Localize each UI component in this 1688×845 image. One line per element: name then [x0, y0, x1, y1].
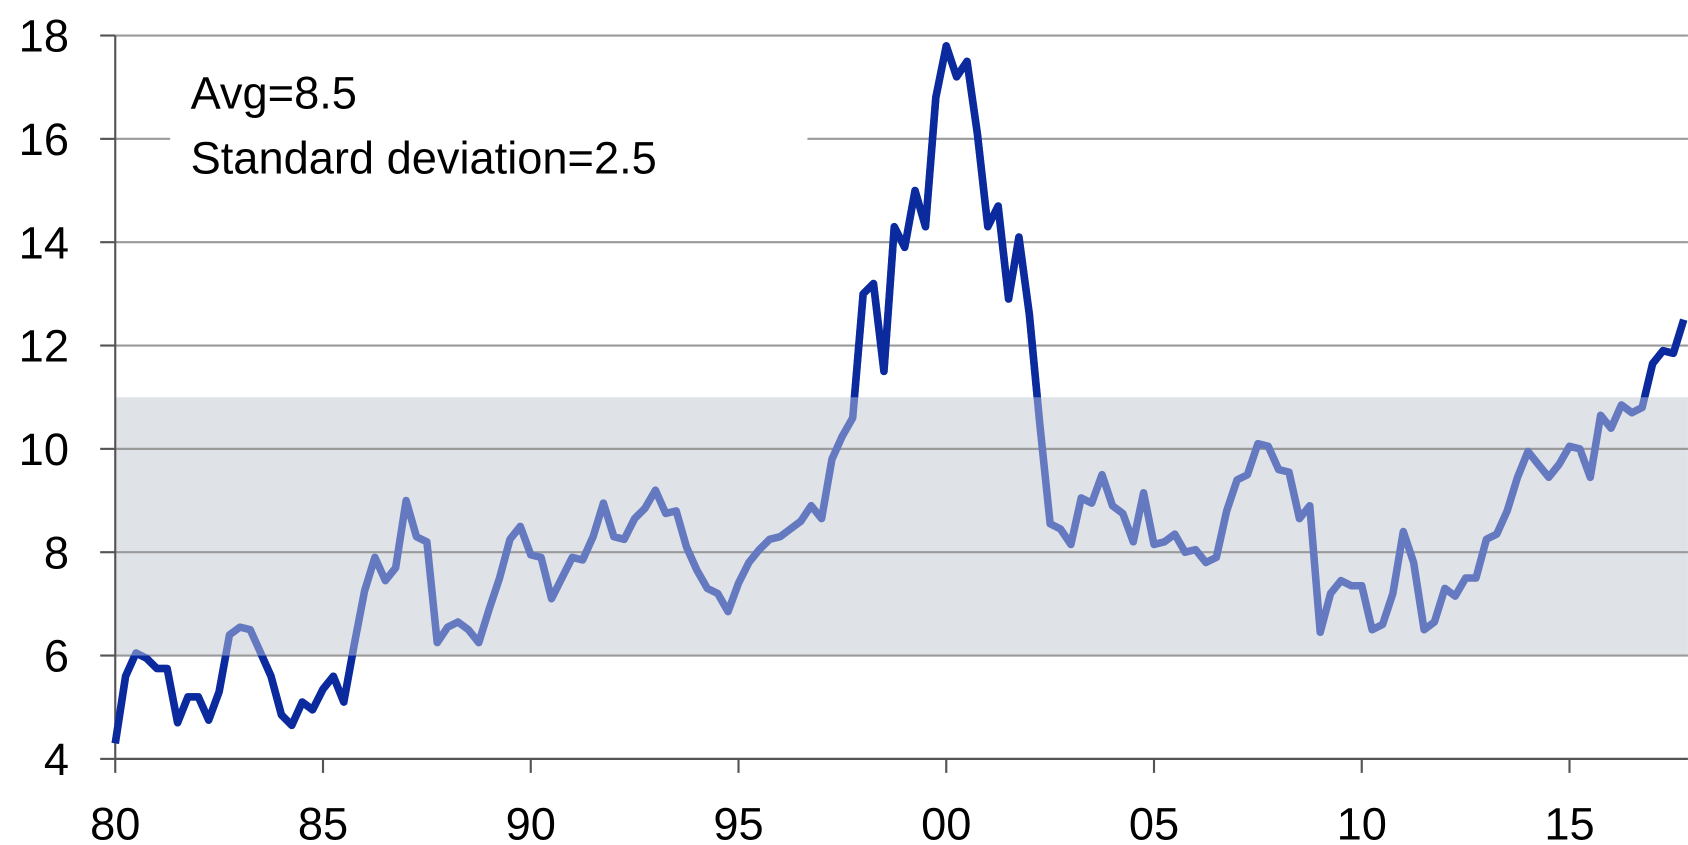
- y-tick-label: 4: [44, 734, 69, 785]
- annotation: Avg=8.5: [191, 68, 357, 119]
- x-tick-label: 90: [506, 799, 556, 845]
- y-tick-label: 12: [19, 321, 69, 372]
- y-tick-label: 6: [44, 631, 69, 682]
- x-tick-label: 15: [1544, 799, 1594, 845]
- x-tick-label: 85: [298, 799, 348, 845]
- y-tick-label: 16: [19, 114, 69, 165]
- annotation: Standard deviation=2.5: [191, 132, 657, 183]
- x-tick-label: 95: [713, 799, 763, 845]
- x-tick-label: 00: [921, 799, 971, 845]
- y-tick-label: 18: [19, 11, 69, 62]
- y-tick-label: 10: [19, 424, 69, 475]
- std-band: [115, 397, 1688, 656]
- annotation-box: [170, 55, 808, 191]
- x-tick-label: 10: [1337, 799, 1387, 845]
- y-tick-label: 14: [19, 217, 69, 268]
- y-tick-label: 8: [44, 527, 69, 578]
- x-tick-label: 05: [1129, 799, 1179, 845]
- x-tick-label: 80: [90, 799, 140, 845]
